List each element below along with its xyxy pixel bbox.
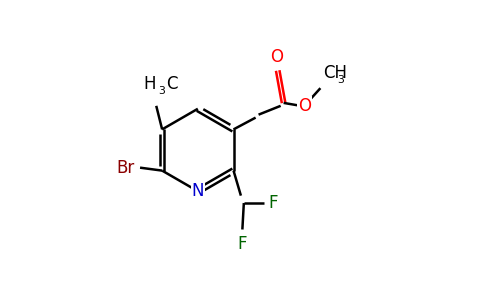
Text: F: F <box>238 236 247 253</box>
Text: O: O <box>270 48 283 66</box>
Text: N: N <box>192 182 204 200</box>
Text: F: F <box>269 194 278 212</box>
Text: 3: 3 <box>158 85 165 95</box>
Text: Br: Br <box>116 159 134 177</box>
Text: 3: 3 <box>337 75 344 85</box>
Text: O: O <box>298 97 311 115</box>
Text: CH: CH <box>323 64 348 82</box>
Text: C: C <box>166 75 178 93</box>
Text: H: H <box>144 75 156 93</box>
